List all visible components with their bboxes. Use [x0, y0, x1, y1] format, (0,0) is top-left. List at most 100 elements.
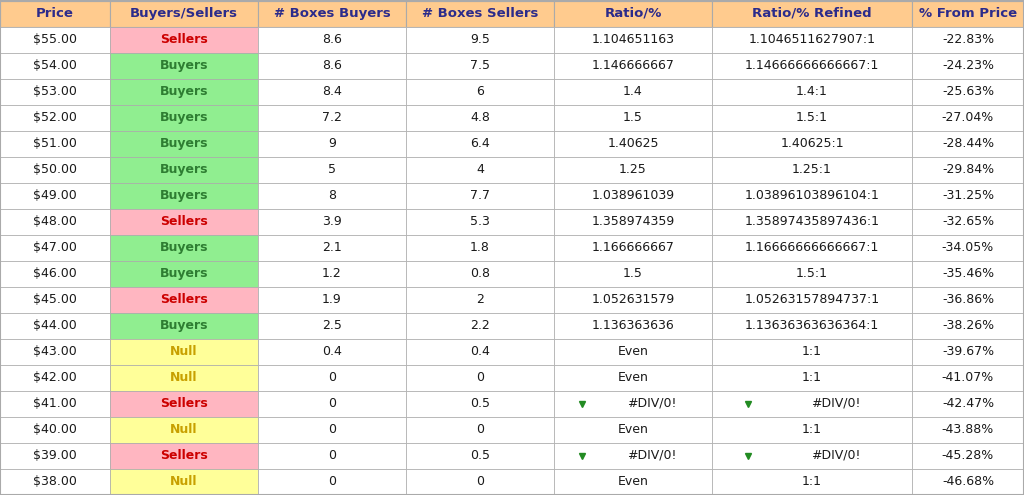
Bar: [406, 183, 554, 208]
Text: Even: Even: [617, 475, 648, 488]
Bar: [712, 260, 912, 287]
Text: Sellers: Sellers: [160, 33, 208, 46]
Text: -35.46%: -35.46%: [942, 267, 994, 280]
Bar: [406, 27, 554, 52]
Text: 0: 0: [328, 449, 336, 462]
Bar: [0, 468, 110, 495]
Text: Null: Null: [170, 423, 198, 436]
Text: 1.5: 1.5: [623, 267, 643, 280]
Bar: [712, 0, 912, 27]
Bar: [258, 156, 406, 183]
Text: 1.2: 1.2: [323, 267, 342, 280]
Text: Even: Even: [617, 345, 648, 358]
Text: 1.146666667: 1.146666667: [592, 59, 675, 72]
Bar: [554, 52, 712, 79]
Text: $52.00: $52.00: [33, 111, 77, 124]
Text: 1.038961039: 1.038961039: [592, 189, 675, 202]
Text: 1:1: 1:1: [802, 371, 822, 384]
Text: 0.5: 0.5: [470, 449, 490, 462]
Bar: [912, 79, 1024, 104]
Text: 0: 0: [328, 371, 336, 384]
Text: 1.25:1: 1.25:1: [792, 163, 831, 176]
Bar: [712, 287, 912, 312]
Text: -31.25%: -31.25%: [942, 189, 994, 202]
Bar: [712, 312, 912, 339]
Bar: [554, 416, 712, 443]
Text: $51.00: $51.00: [33, 137, 77, 150]
Text: 0: 0: [328, 475, 336, 488]
Text: 2: 2: [476, 293, 484, 306]
Bar: [554, 79, 712, 104]
Text: Buyers: Buyers: [160, 137, 208, 150]
Bar: [406, 131, 554, 156]
Text: Buyers: Buyers: [160, 241, 208, 254]
Bar: [912, 52, 1024, 79]
Text: $46.00: $46.00: [33, 267, 77, 280]
Bar: [258, 312, 406, 339]
Bar: [406, 468, 554, 495]
Bar: [712, 104, 912, 131]
Bar: [912, 260, 1024, 287]
Bar: [258, 468, 406, 495]
Bar: [406, 416, 554, 443]
Text: 1.8: 1.8: [470, 241, 489, 254]
Bar: [406, 0, 554, 27]
Bar: [554, 0, 712, 27]
Bar: [110, 287, 258, 312]
Bar: [0, 443, 110, 468]
Text: -24.23%: -24.23%: [942, 59, 994, 72]
Bar: [258, 416, 406, 443]
Text: 5: 5: [328, 163, 336, 176]
Bar: [712, 131, 912, 156]
Text: 1.1046511627907:1: 1.1046511627907:1: [749, 33, 876, 46]
Bar: [912, 0, 1024, 27]
Text: 5.3: 5.3: [470, 215, 489, 228]
Text: 1.16666666666667:1: 1.16666666666667:1: [744, 241, 880, 254]
Text: -25.63%: -25.63%: [942, 85, 994, 98]
Text: Sellers: Sellers: [160, 397, 208, 410]
Bar: [110, 156, 258, 183]
Text: 2.1: 2.1: [323, 241, 342, 254]
Text: 1.35897435897436:1: 1.35897435897436:1: [744, 215, 880, 228]
Bar: [0, 287, 110, 312]
Bar: [912, 416, 1024, 443]
Bar: [406, 287, 554, 312]
Text: 1.14666666666667:1: 1.14666666666667:1: [744, 59, 880, 72]
Text: Null: Null: [170, 475, 198, 488]
Bar: [912, 183, 1024, 208]
Bar: [258, 364, 406, 391]
Bar: [0, 364, 110, 391]
Text: Ratio/% Refined: Ratio/% Refined: [753, 7, 871, 20]
Bar: [912, 468, 1024, 495]
Bar: [712, 339, 912, 364]
Text: 1.9: 1.9: [323, 293, 342, 306]
Text: -29.84%: -29.84%: [942, 163, 994, 176]
Text: #DIV/0!: #DIV/0!: [628, 397, 677, 410]
Text: 4: 4: [476, 163, 484, 176]
Text: $41.00: $41.00: [33, 397, 77, 410]
Bar: [110, 104, 258, 131]
Bar: [912, 312, 1024, 339]
Text: $39.00: $39.00: [33, 449, 77, 462]
Bar: [554, 312, 712, 339]
Bar: [0, 235, 110, 260]
Text: $40.00: $40.00: [33, 423, 77, 436]
Bar: [258, 339, 406, 364]
Text: Buyers: Buyers: [160, 319, 208, 332]
Bar: [554, 235, 712, 260]
Text: Sellers: Sellers: [160, 293, 208, 306]
Text: 8.6: 8.6: [323, 59, 342, 72]
Text: 1.5:1: 1.5:1: [796, 111, 828, 124]
Text: -45.28%: -45.28%: [942, 449, 994, 462]
Text: Null: Null: [170, 345, 198, 358]
Bar: [554, 364, 712, 391]
Bar: [406, 339, 554, 364]
Text: $47.00: $47.00: [33, 241, 77, 254]
Text: 0: 0: [476, 423, 484, 436]
Bar: [554, 104, 712, 131]
Bar: [0, 27, 110, 52]
Bar: [258, 104, 406, 131]
Text: 2.5: 2.5: [323, 319, 342, 332]
Bar: [406, 235, 554, 260]
Text: 9: 9: [328, 137, 336, 150]
